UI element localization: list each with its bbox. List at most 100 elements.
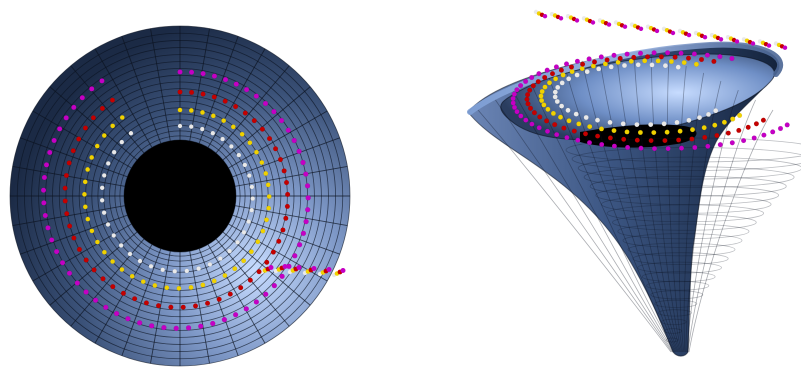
particle-magenta <box>305 195 311 201</box>
particle-white <box>559 80 565 86</box>
particle-red <box>273 146 279 152</box>
particle-white <box>596 66 602 72</box>
particle-white <box>128 130 134 136</box>
top-view-funnel <box>9 25 351 367</box>
particle-magenta <box>637 50 644 56</box>
particle-magenta <box>125 316 131 322</box>
particle-magenta <box>574 18 580 23</box>
mesh-spoke <box>198 36 239 144</box>
particle-yellow <box>241 258 247 264</box>
particle-magenta <box>704 52 710 58</box>
particle-red <box>82 125 88 131</box>
particle-red <box>698 56 705 63</box>
particle-red <box>582 131 589 137</box>
particle-red <box>689 136 695 142</box>
particle-magenta <box>741 138 747 144</box>
particle-red <box>662 138 668 144</box>
particle-magenta <box>296 148 302 154</box>
funnel-meridian <box>667 60 683 353</box>
mesh-spoke <box>215 238 290 327</box>
particle-white <box>250 196 256 201</box>
particle-magenta <box>282 264 288 269</box>
particle-red <box>725 130 731 136</box>
particle-yellow <box>615 59 621 65</box>
particle-magenta <box>99 78 105 84</box>
mesh-spoke <box>232 137 340 178</box>
funnel-meridian <box>495 99 673 353</box>
particle-red <box>200 91 206 97</box>
mesh-spoke <box>228 110 328 169</box>
funnel-latitude <box>665 337 679 343</box>
particle-red <box>283 179 290 186</box>
particle-white <box>635 62 641 68</box>
particle-magenta <box>510 100 516 106</box>
particle-magenta <box>243 87 250 93</box>
particle-magenta <box>553 64 559 70</box>
funnel-latitude <box>658 309 692 317</box>
particle-white <box>105 161 111 166</box>
particle-magenta <box>279 273 285 280</box>
particle-red <box>63 172 69 179</box>
particle-magenta <box>518 113 524 119</box>
particle-red <box>537 114 543 120</box>
particle-red <box>259 126 265 132</box>
particle-white <box>160 267 166 273</box>
particle-magenta <box>536 71 542 77</box>
particle-magenta <box>303 171 309 177</box>
particle-magenta <box>750 41 756 46</box>
particle-yellow <box>188 285 194 290</box>
particle-magenta <box>59 260 66 266</box>
funnel-latitude <box>641 271 716 283</box>
particle-white <box>713 108 719 114</box>
particle-white <box>555 84 561 90</box>
particle-yellow <box>693 61 699 67</box>
particle-red <box>256 269 262 275</box>
particle-magenta <box>262 100 269 107</box>
particle-yellow <box>668 58 674 65</box>
particle-white <box>101 173 107 178</box>
particle-red <box>753 121 759 127</box>
particle-magenta <box>564 135 570 141</box>
particle-magenta <box>40 187 47 193</box>
particle-magenta <box>278 117 285 124</box>
particle-magenta <box>554 132 560 138</box>
particle-white <box>172 268 178 274</box>
particle-white <box>559 103 565 109</box>
particle-yellow <box>177 107 183 113</box>
funnel-meridian <box>678 66 687 353</box>
particle-magenta <box>514 87 520 93</box>
particle-magenta <box>717 142 723 148</box>
particle-white <box>705 111 712 117</box>
particle-white <box>227 248 232 254</box>
particle-magenta <box>211 73 218 79</box>
funnel-latitude <box>661 318 687 326</box>
particle-yellow <box>637 129 643 136</box>
particle-yellow <box>624 129 630 135</box>
particle-magenta <box>177 69 183 75</box>
particle-magenta <box>79 95 85 101</box>
particle-magenta <box>782 45 788 50</box>
funnel-rim <box>467 41 784 115</box>
particle-yellow <box>264 217 269 223</box>
particle-yellow <box>557 114 564 120</box>
particle-yellow <box>232 266 238 272</box>
particle-magenta <box>74 280 80 286</box>
particle-yellow <box>200 282 206 288</box>
particle-red <box>283 215 289 221</box>
mesh-spoke <box>207 48 266 148</box>
particle-magenta <box>777 125 784 132</box>
particle-magenta <box>103 304 109 311</box>
particle-magenta <box>303 218 309 225</box>
particle-white <box>210 130 216 136</box>
funnel-latitude <box>646 280 710 291</box>
funnel-rim-highlight <box>467 41 784 115</box>
particle-magenta <box>222 76 229 83</box>
particle-red <box>62 198 68 204</box>
particle-yellow <box>200 109 205 115</box>
particle-yellow <box>598 126 605 132</box>
particle-magenta <box>253 299 260 305</box>
particle-red <box>216 296 222 302</box>
particle-yellow <box>737 112 743 118</box>
particle-yellow <box>541 102 547 108</box>
funnel-latitude <box>612 214 757 231</box>
